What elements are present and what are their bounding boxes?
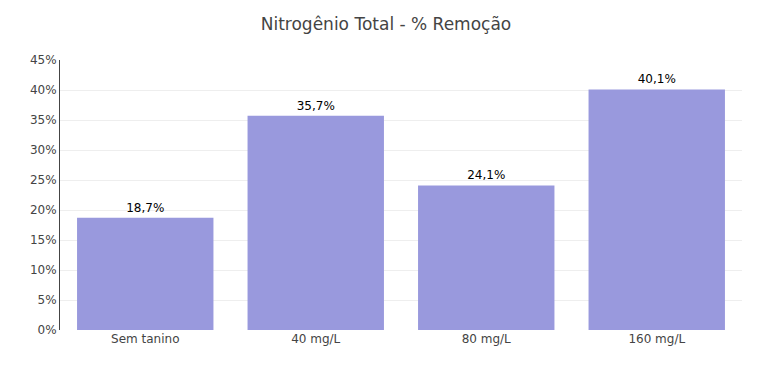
svg-text:5%: 5% [38,293,57,307]
svg-text:Nitrogênio Total - % Remoção: Nitrogênio Total - % Remoção [261,14,512,34]
svg-text:160 mg/L: 160 mg/L [628,332,685,346]
svg-text:10%: 10% [30,263,57,277]
svg-text:30%: 30% [30,143,57,157]
svg-text:18,7%: 18,7% [126,201,164,215]
svg-text:25%: 25% [30,173,57,187]
svg-text:40 mg/L: 40 mg/L [291,332,340,346]
svg-text:15%: 15% [30,233,57,247]
svg-text:24,1%: 24,1% [467,168,505,182]
svg-text:40%: 40% [30,83,57,97]
svg-text:35%: 35% [30,113,57,127]
svg-text:80 mg/L: 80 mg/L [462,332,511,346]
svg-text:35,7%: 35,7% [297,99,335,113]
svg-text:40,1%: 40,1% [638,72,676,86]
svg-text:0%: 0% [38,323,57,337]
svg-text:20%: 20% [30,203,57,217]
svg-text:45%: 45% [30,53,57,67]
svg-text:Sem tanino: Sem tanino [111,332,179,346]
